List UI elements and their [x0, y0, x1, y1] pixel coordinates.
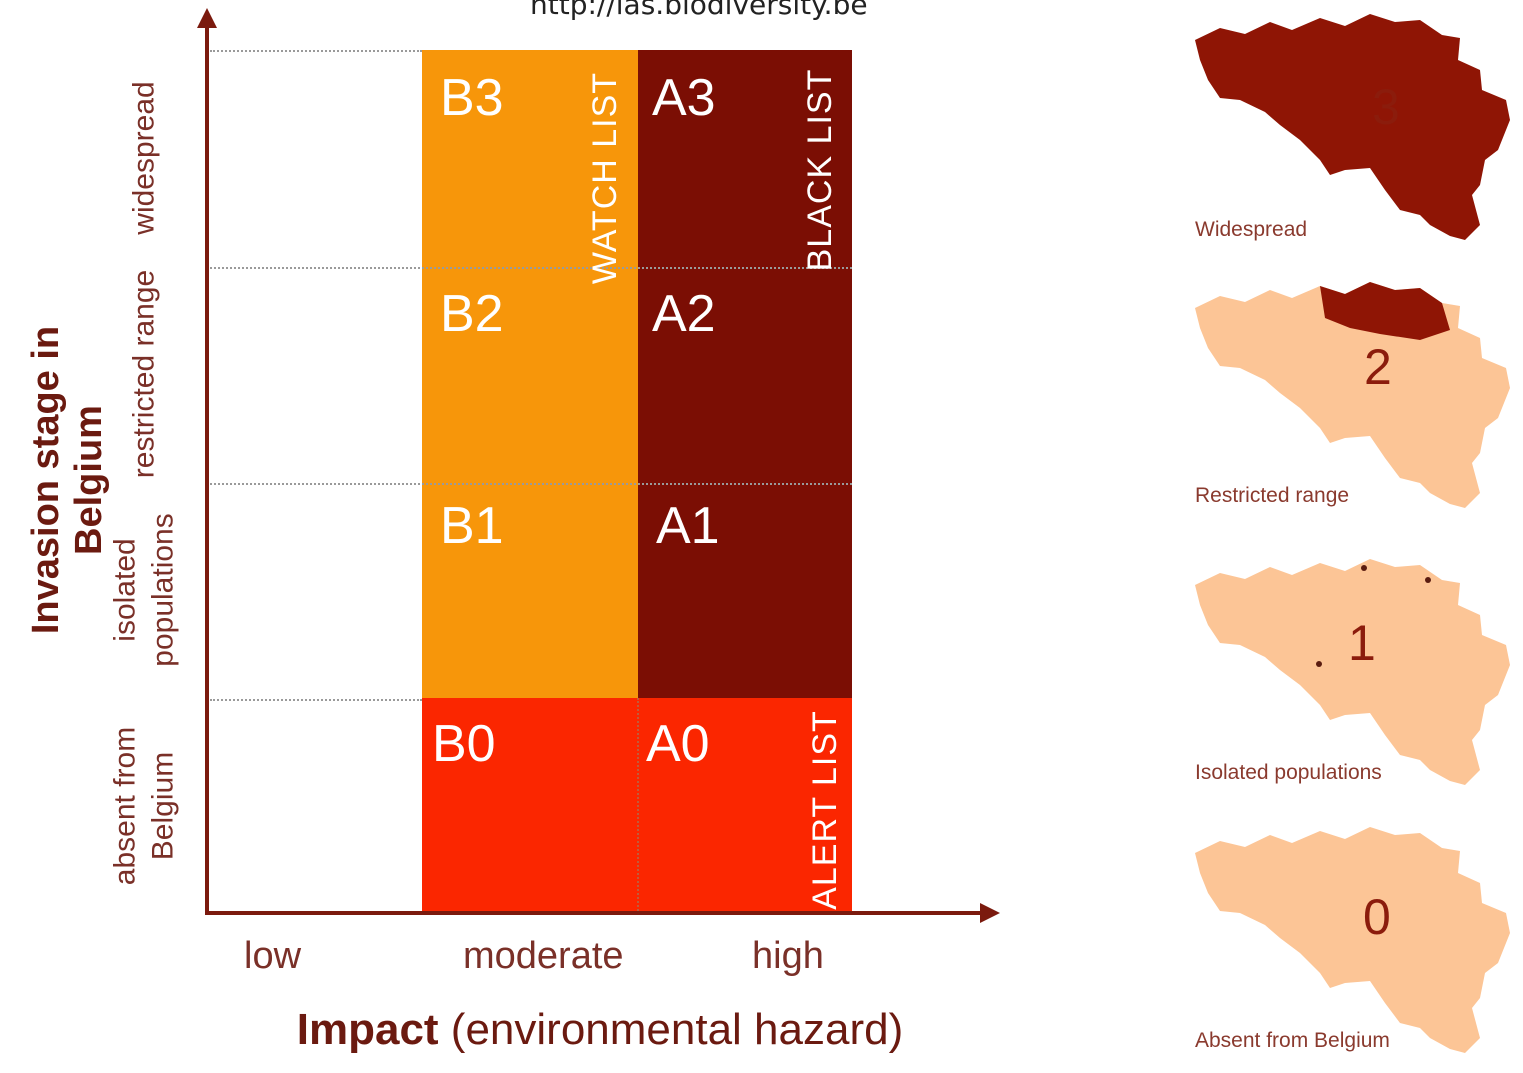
- gridline: [210, 267, 852, 269]
- cell-label-a1: A1: [656, 497, 720, 555]
- watch-list-block: [422, 50, 638, 698]
- map-number-1: 1: [1348, 615, 1376, 671]
- source-url[interactable]: http://ias.biodiversity.be: [530, 0, 868, 21]
- map-caption-isolated-populations: Isolated populations: [1195, 761, 1382, 784]
- map-caption-widespread: Widespread: [1195, 218, 1308, 241]
- black-list-block: [638, 50, 852, 698]
- map-restricted-range: [1195, 282, 1510, 508]
- map-caption-restricted-range: Restricted range: [1195, 484, 1350, 507]
- map-number-2: 2: [1364, 339, 1392, 395]
- gridline: [210, 483, 852, 485]
- cell-label-a2: A2: [652, 285, 716, 343]
- y-axis-arrow: [197, 8, 217, 28]
- map-number-0: 0: [1363, 889, 1391, 945]
- x-axis-arrow: [980, 903, 1000, 923]
- x-tick-low: low: [244, 935, 302, 977]
- gridline: [210, 50, 422, 52]
- cell-label-a3: A3: [652, 69, 716, 127]
- population-dot: [1316, 661, 1322, 667]
- gridline: [210, 699, 422, 701]
- gridline: [637, 698, 639, 914]
- axes: [197, 8, 1000, 923]
- cell-label-b1: B1: [440, 497, 504, 555]
- belgium-maps: [1195, 14, 1510, 1053]
- cell-label-b2: B2: [440, 285, 504, 343]
- population-dot: [1361, 565, 1367, 571]
- population-dot: [1425, 577, 1431, 583]
- map-number-3: 3: [1372, 79, 1400, 135]
- x-tick-moderate: moderate: [463, 935, 624, 977]
- map-isolated-populations: [1195, 559, 1510, 785]
- x-axis-title-rest: (environmental hazard): [438, 1005, 904, 1054]
- map-absent: [1195, 827, 1510, 1053]
- x-axis-title: Impact (environmental hazard): [200, 1005, 1000, 1055]
- cell-label-a0: A0: [646, 715, 710, 773]
- x-tick-high: high: [752, 935, 824, 977]
- map-caption-absent-from-belgium: Absent from Belgium: [1195, 1029, 1390, 1052]
- cell-label-b0: B0: [432, 715, 496, 773]
- x-axis-title-bold: Impact: [296, 1005, 439, 1054]
- cell-label-b3: B3: [440, 69, 504, 127]
- map-widespread: [1195, 14, 1510, 240]
